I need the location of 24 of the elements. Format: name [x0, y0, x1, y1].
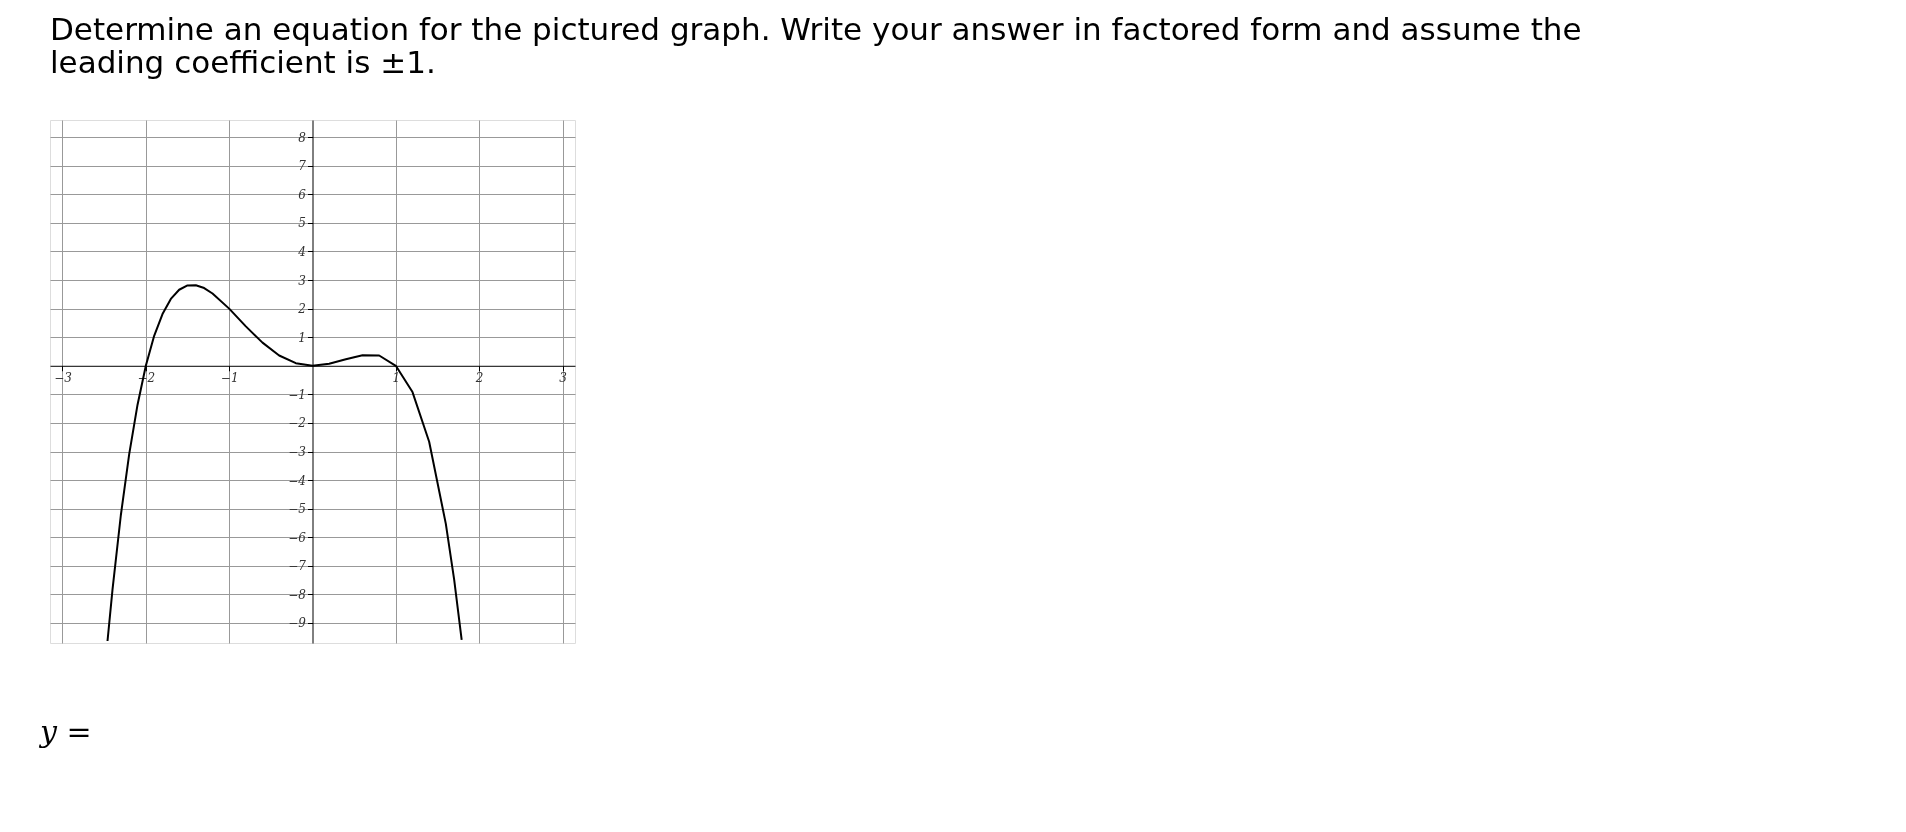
- y-tick-label: −4: [288, 473, 306, 488]
- y-tick-label: 5: [298, 216, 306, 231]
- x-tick-label: −3: [54, 371, 73, 386]
- x-tick-label: 3: [559, 371, 568, 386]
- y-tick-label: 6: [298, 187, 307, 202]
- text: y =: [38, 714, 92, 749]
- x-tick-label: 1: [392, 371, 401, 386]
- y-tick-label: −2: [288, 416, 306, 431]
- x-tick-label: 2: [474, 371, 484, 386]
- y-tick-label: 4: [297, 244, 306, 259]
- y-tick-label: 7: [298, 159, 307, 174]
- y-tick-label: 8: [298, 130, 307, 145]
- y-tick-label: −3: [288, 445, 307, 460]
- y-tick-label: −1: [288, 387, 306, 402]
- y-tick-label: −6: [288, 530, 307, 545]
- y-tick-label: 3: [298, 273, 307, 288]
- text: Determine an equation for the pictured graph. Write your answer in factored form and assume the leading coefficient is ±1.: [50, 11, 1582, 80]
- y-tick-label: −9: [288, 616, 307, 631]
- y-tick-label: −8: [288, 587, 307, 602]
- y-tick-label: 1: [298, 330, 306, 345]
- x-tick-label: −1: [220, 371, 239, 386]
- y-tick-label: 2: [297, 302, 306, 317]
- y-tick-label: −5: [288, 502, 306, 517]
- y-tick-label: −7: [288, 559, 307, 574]
